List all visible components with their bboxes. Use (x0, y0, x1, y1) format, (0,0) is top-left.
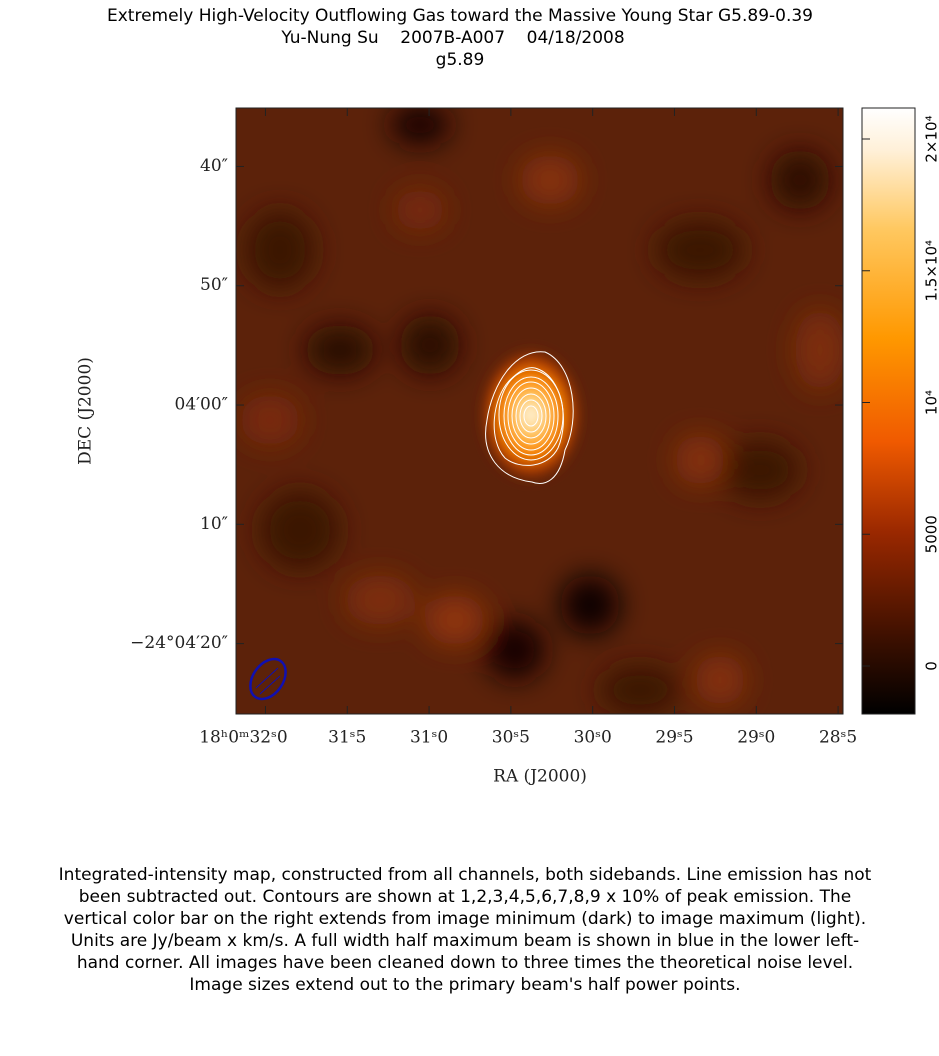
y-tick-label: 50″ (200, 275, 228, 295)
plot-frame (235, 107, 844, 715)
x-axis-label: RA (J2000) (493, 767, 587, 787)
x-tick-label: 29ˢ5 (655, 728, 693, 748)
image (236, 108, 843, 714)
colorbar (861, 107, 916, 715)
title: Extremely High-Velocity Outflowing Gas t… (107, 6, 813, 26)
x-tick-label: 18ʰ0ᵐ32ˢ0 (199, 728, 287, 748)
x-tick-label: 30ˢ0 (574, 728, 612, 748)
colorbar-tick-label: 5000 (923, 515, 939, 553)
y-tick-label: 10″ (200, 514, 228, 534)
colorbar-tick-label: 2×10⁴ (923, 115, 939, 162)
x-tick-label: 29ˢ0 (737, 728, 775, 748)
y-tick-label: 04′00″ (175, 395, 228, 415)
caption: Integrated-intensity map, constructed fr… (58, 865, 872, 995)
x-tick-label: 30ˢ5 (492, 728, 530, 748)
y-tick-label: 40″ (200, 156, 228, 176)
x-tick-label: 28ˢ5 (819, 728, 857, 748)
y-axis-label: DEC (J2000) (76, 357, 96, 465)
x-tick-label: 31ˢ0 (410, 728, 448, 748)
x-tick-label: 31ˢ5 (328, 728, 366, 748)
source-name: g5.89 (436, 50, 485, 70)
y-tick-label: −24°04′20″ (130, 633, 228, 653)
colorbar-tick-label: 10⁴ (923, 390, 939, 415)
beam (249, 657, 287, 701)
colorbar-tick-label: 1.5×10⁴ (923, 240, 939, 302)
colorbar-tick-label: 0 (923, 661, 939, 671)
subtitle: Yu-Nung Su 2007B-A007 04/18/2008 (280, 28, 624, 48)
contours (485, 351, 574, 484)
chart: Extremely High-Velocity Outflowing Gas t… (76, 6, 939, 787)
